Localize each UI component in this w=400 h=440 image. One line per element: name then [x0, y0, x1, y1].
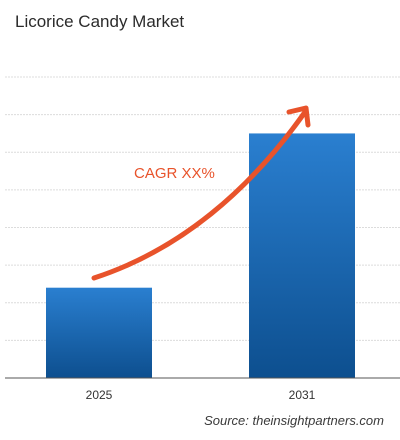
arrow-head-icon: [286, 105, 311, 128]
bars: [46, 133, 355, 378]
x-tick-labels: 2025 2031: [86, 388, 316, 402]
chart-title: Licorice Candy Market: [15, 12, 185, 31]
cagr-annotation: CAGR XX%: [134, 165, 215, 182]
source-note: Source: theinsightpartners.com: [204, 413, 384, 428]
bar-2025: [46, 287, 152, 378]
x-tick-label: 2025: [86, 388, 113, 402]
bar-2031: [249, 133, 355, 378]
x-tick-label: 2031: [289, 388, 316, 402]
trend-arrow: [91, 109, 308, 281]
